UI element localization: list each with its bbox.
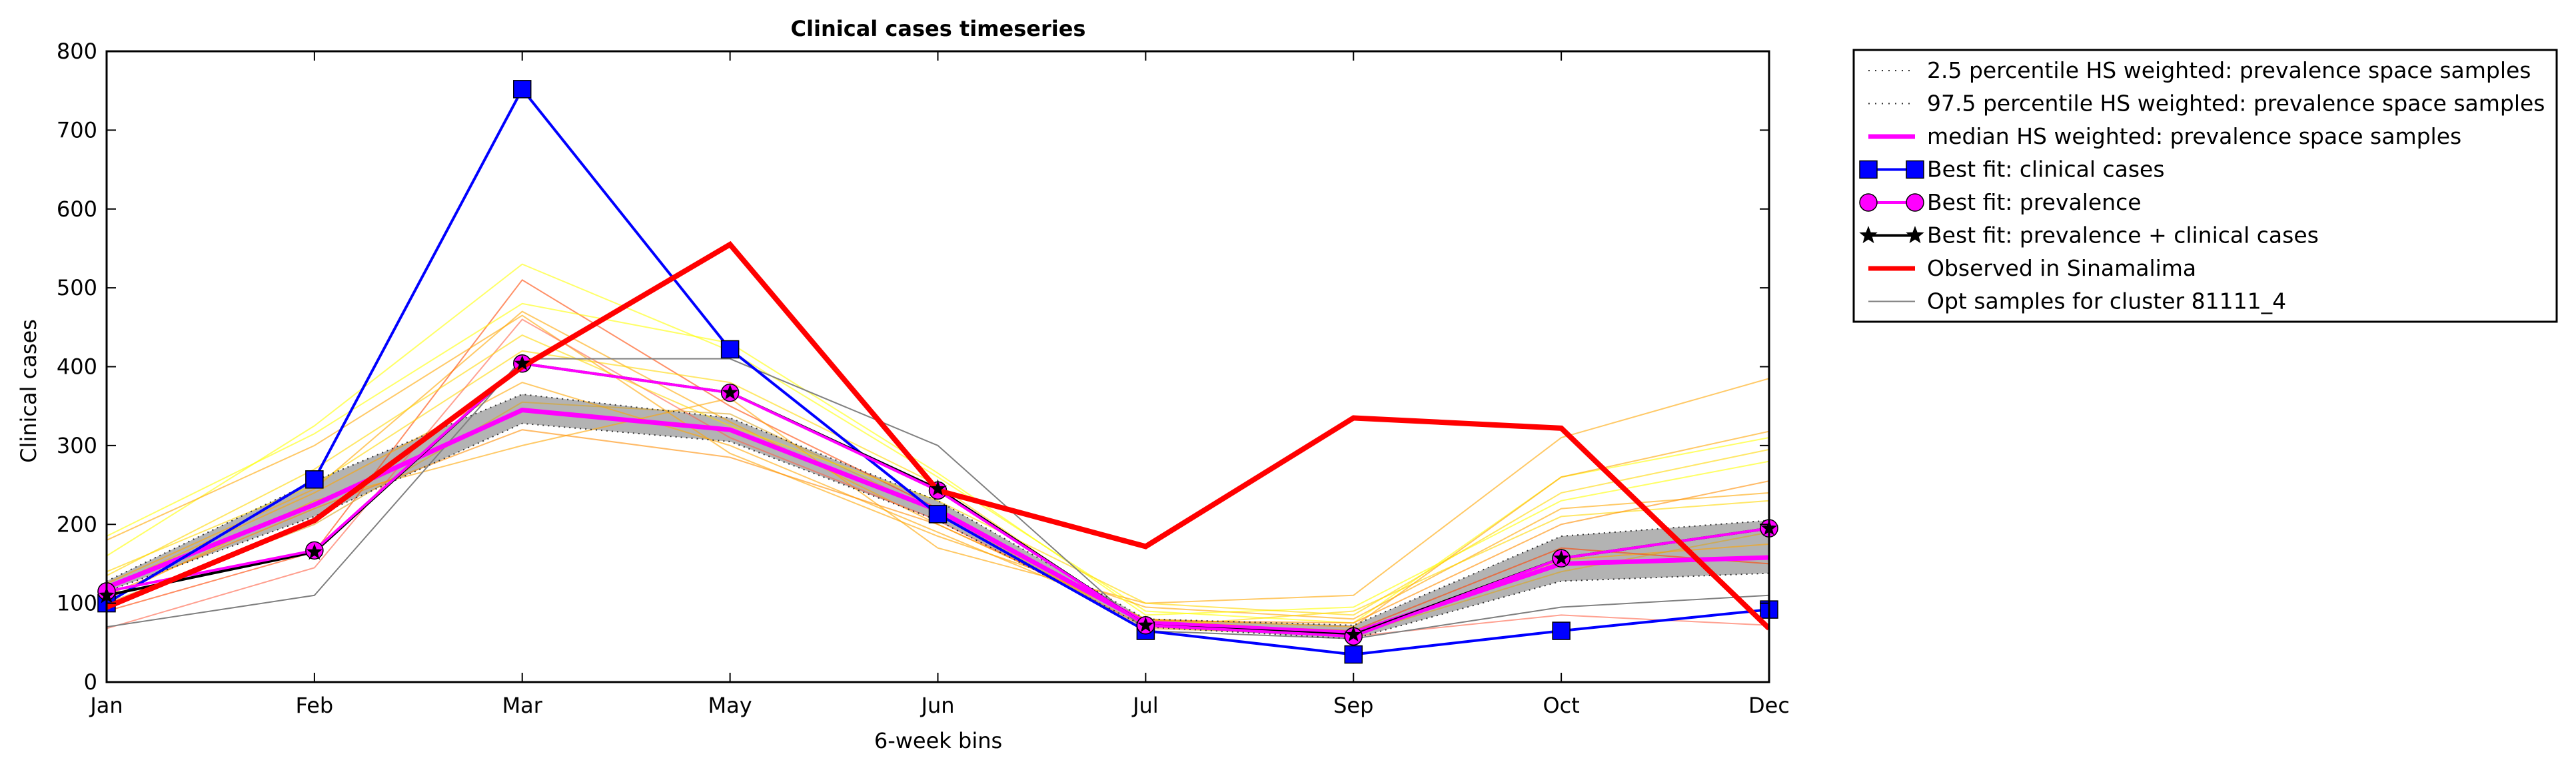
x-tick-label-7: Oct	[1543, 693, 1579, 718]
series-5-star-3	[722, 384, 738, 400]
series-5-star-7	[1553, 550, 1569, 566]
legend-marker-a-3	[1859, 160, 1878, 179]
x-tick-label-1: Feb	[296, 693, 334, 718]
series-3-point-4	[928, 505, 948, 524]
y-tick-label-6: 600	[57, 196, 97, 222]
sample-line-3	[107, 314, 1769, 620]
legend-label-2: median HS weighted: prevalence space sam…	[1927, 123, 2461, 149]
y-tick-label-1: 100	[57, 591, 97, 616]
series-3-point-6	[1344, 645, 1363, 664]
series-5-star-1	[307, 544, 322, 559]
y-tick-label-5: 500	[57, 275, 97, 300]
legend-marker-b-5	[1906, 226, 1924, 244]
legend-label-0: 2.5 percentile HS weighted: prevalence s…	[1927, 57, 2531, 83]
y-tick-label-4: 400	[57, 354, 97, 380]
x-tick-label-4: Jun	[920, 693, 955, 718]
series-5-star-5	[1137, 617, 1154, 632]
sample-line-7	[107, 302, 1769, 616]
x-axis-label: 6-week bins	[874, 728, 1002, 753]
legend-label-4: Best fit: prevalence	[1927, 189, 2142, 215]
chart-title: Clinical cases timeseries	[791, 16, 1086, 41]
x-tick-label-2: Mar	[502, 693, 543, 718]
series-3-point-1	[305, 470, 324, 489]
y-tick-label-8: 800	[57, 39, 97, 64]
series-5-star-6	[1345, 626, 1362, 642]
x-tick-label-6: Sep	[1333, 693, 1373, 718]
series-3-point-2	[513, 80, 532, 99]
sample-line-1	[107, 263, 1769, 624]
y-tick-label-7: 700	[57, 117, 97, 143]
plot-area: 0 100 200 300 400 500 600 700 800 Jan Feb Mar May Jun…	[57, 39, 1790, 718]
x-tick-label-5: Jul	[1131, 693, 1159, 718]
legend-marker-a-4	[1859, 193, 1878, 212]
legend-label-5: Best fit: prevalence + clinical cases	[1927, 222, 2319, 248]
legend-label-7: Opt samples for cluster 81111_4	[1927, 288, 2286, 314]
legend-label-3: Best fit: clinical cases	[1927, 157, 2165, 183]
sample-line-11	[107, 429, 1769, 624]
legend-marker-a-5	[1859, 226, 1878, 244]
series-3-point-3	[720, 340, 740, 359]
legend-box	[1852, 49, 2558, 323]
y-axis-label: Clinical cases	[16, 319, 41, 463]
legend: 2.5 percentile HS weighted: prevalence s…	[1852, 49, 2558, 323]
legend-marker-b-4	[1906, 193, 1924, 212]
legend-marker-b-3	[1906, 160, 1924, 179]
series-line-7	[107, 358, 1769, 639]
y-tick-label-0: 0	[84, 669, 97, 695]
sample-line-10	[107, 334, 1769, 616]
y-tick-label-2: 200	[57, 512, 97, 537]
series-5-star-4	[930, 480, 946, 496]
y-tick-label-3: 300	[57, 433, 97, 458]
x-tick-label-3: May	[708, 693, 752, 718]
x-tick-label-0: Jan	[89, 693, 123, 718]
x-tick-label-8: Dec	[1748, 693, 1790, 718]
series-5-star-2	[514, 355, 530, 370]
sample-line-8	[107, 382, 1769, 628]
legend-label-6: Observed in Sinamalima	[1927, 255, 2196, 281]
legend-label-1: 97.5 percentile HS weighted: prevalence …	[1927, 91, 2545, 117]
series-3-point-7	[1552, 621, 1571, 640]
